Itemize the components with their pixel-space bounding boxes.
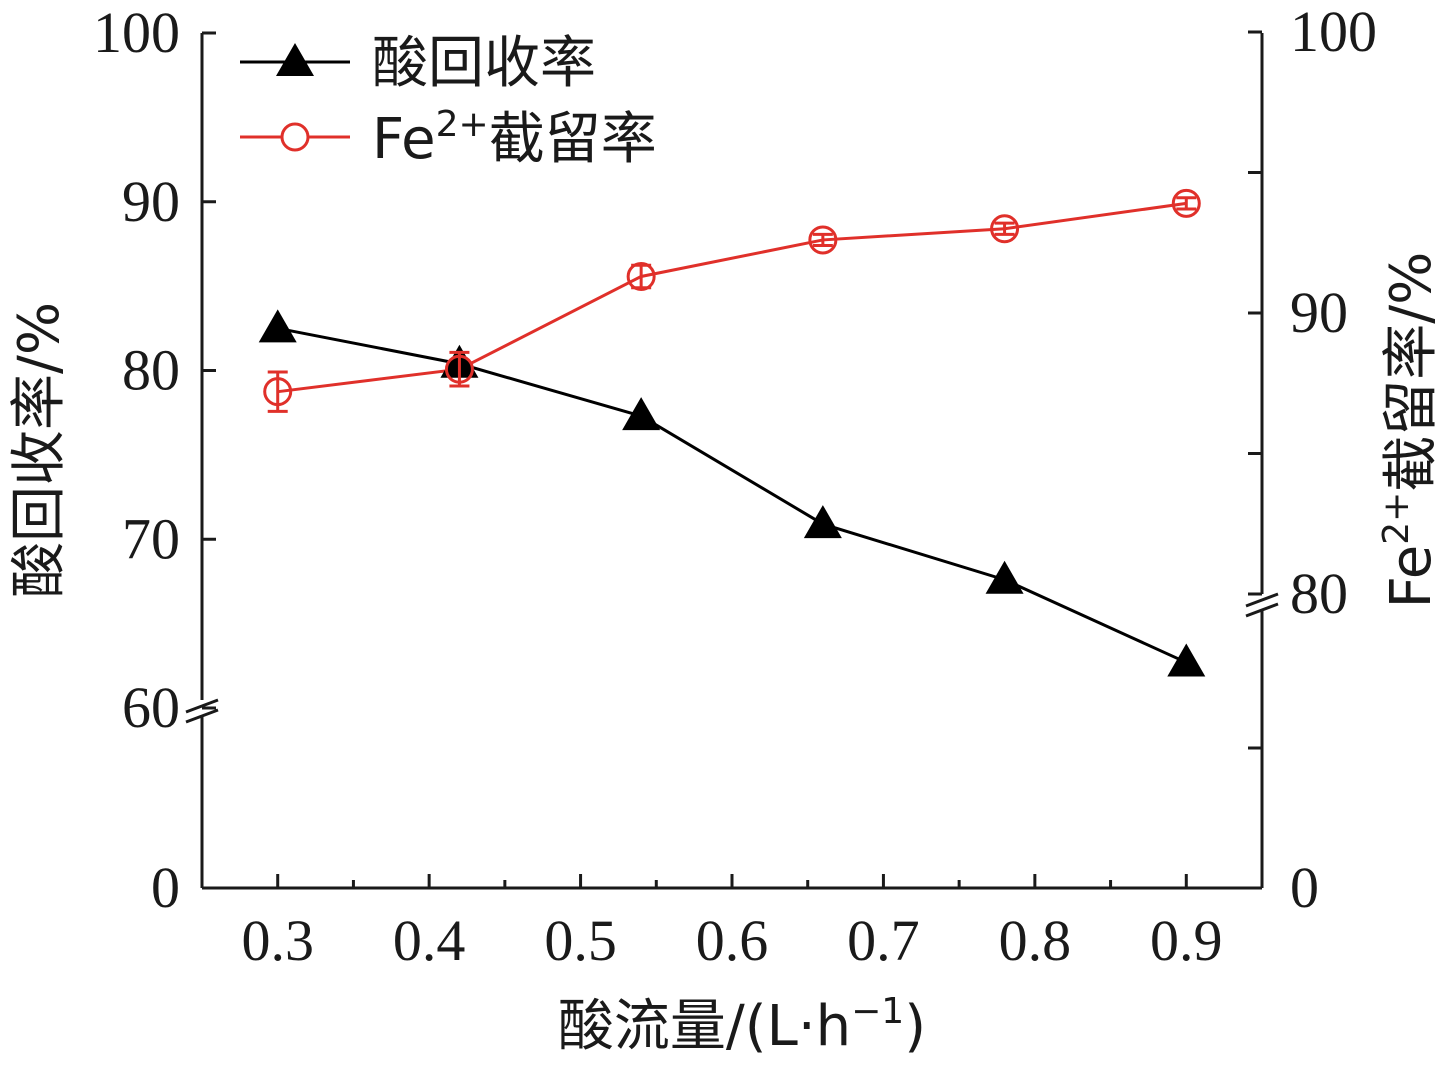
x-tick-label: 0.6: [696, 908, 769, 973]
legend-fe-label-end: 截留率: [489, 107, 657, 172]
fe-retention-point: [626, 261, 656, 291]
left-y-tick-label: 70: [122, 506, 180, 571]
right-y-tick-label: 90: [1290, 280, 1348, 345]
fe-retention-line: [277, 201, 1187, 394]
labels: 0.3 0.4 0.5 0.6 0.7 0.8 0.9 0 60 70 80 90 100 0 80 90 10…: [7, 0, 1444, 1059]
right-y-tick-label: 0: [1290, 855, 1319, 920]
right-y-tick-label: 80: [1290, 561, 1348, 626]
right-y-axis-title: Fe2+截留率/%: [1376, 252, 1444, 609]
right-axis-break-mark: [1245, 592, 1279, 608]
right-y-axis-title-end: 截留率/%: [1379, 252, 1444, 492]
left-y-tick-label: 80: [122, 338, 180, 403]
fe-retention-point: [990, 214, 1020, 244]
left-axis-break-mark: [185, 708, 219, 724]
x-tick-label: 0.4: [393, 908, 466, 973]
acid-recovery-point: [985, 560, 1024, 594]
x-axis-title-sup: −1: [851, 991, 904, 1032]
left-axis-break-mark: [185, 698, 219, 714]
x-tick-label: 0.7: [847, 908, 920, 973]
right-y-axis-title-sup: 2+: [1376, 492, 1417, 545]
x-tick-label: 0.5: [544, 908, 617, 973]
left-y-tick-label: 0: [151, 855, 180, 920]
acid-recovery-point: [622, 397, 661, 431]
left-y-tick-label: 60: [122, 675, 180, 740]
x-axis-title: 酸流量/(L·h−1): [558, 991, 926, 1059]
right-axis-break-mark: [1245, 602, 1279, 618]
left-y-axis-title: 酸回收率/%: [7, 302, 72, 598]
legend-fe-label-sup: 2+: [436, 104, 489, 145]
axes: [185, 30, 1279, 890]
fe-retention-point: [1171, 188, 1201, 218]
x-axis-title-end: ): [904, 994, 926, 1059]
acid-recovery-point: [258, 309, 297, 343]
x-tick-label: 0.8: [999, 908, 1072, 973]
legend-fe-label: Fe2+截留率: [372, 104, 657, 172]
x-tick-label: 0.9: [1150, 908, 1223, 973]
series-layer: [258, 188, 1206, 677]
fe-retention-point: [444, 354, 474, 384]
left-y-tick-label: 100: [93, 0, 180, 65]
acid-recovery-point: [803, 505, 842, 539]
fe-retention-point: [808, 225, 838, 255]
right-y-tick-label: 100: [1290, 0, 1377, 64]
legend-acid-marker: [276, 43, 314, 76]
fe-retention-point: [263, 377, 293, 407]
left-y-tick-label: 90: [122, 169, 180, 234]
acid-recovery-point: [1167, 643, 1206, 677]
legend-acid-label: 酸回收率: [372, 31, 596, 96]
x-tick-label: 0.3: [241, 908, 314, 973]
acid-recovery-line: [277, 326, 1187, 664]
legend: 酸回收率 Fe2+截留率: [240, 31, 657, 172]
legend-fe-marker: [280, 122, 310, 152]
